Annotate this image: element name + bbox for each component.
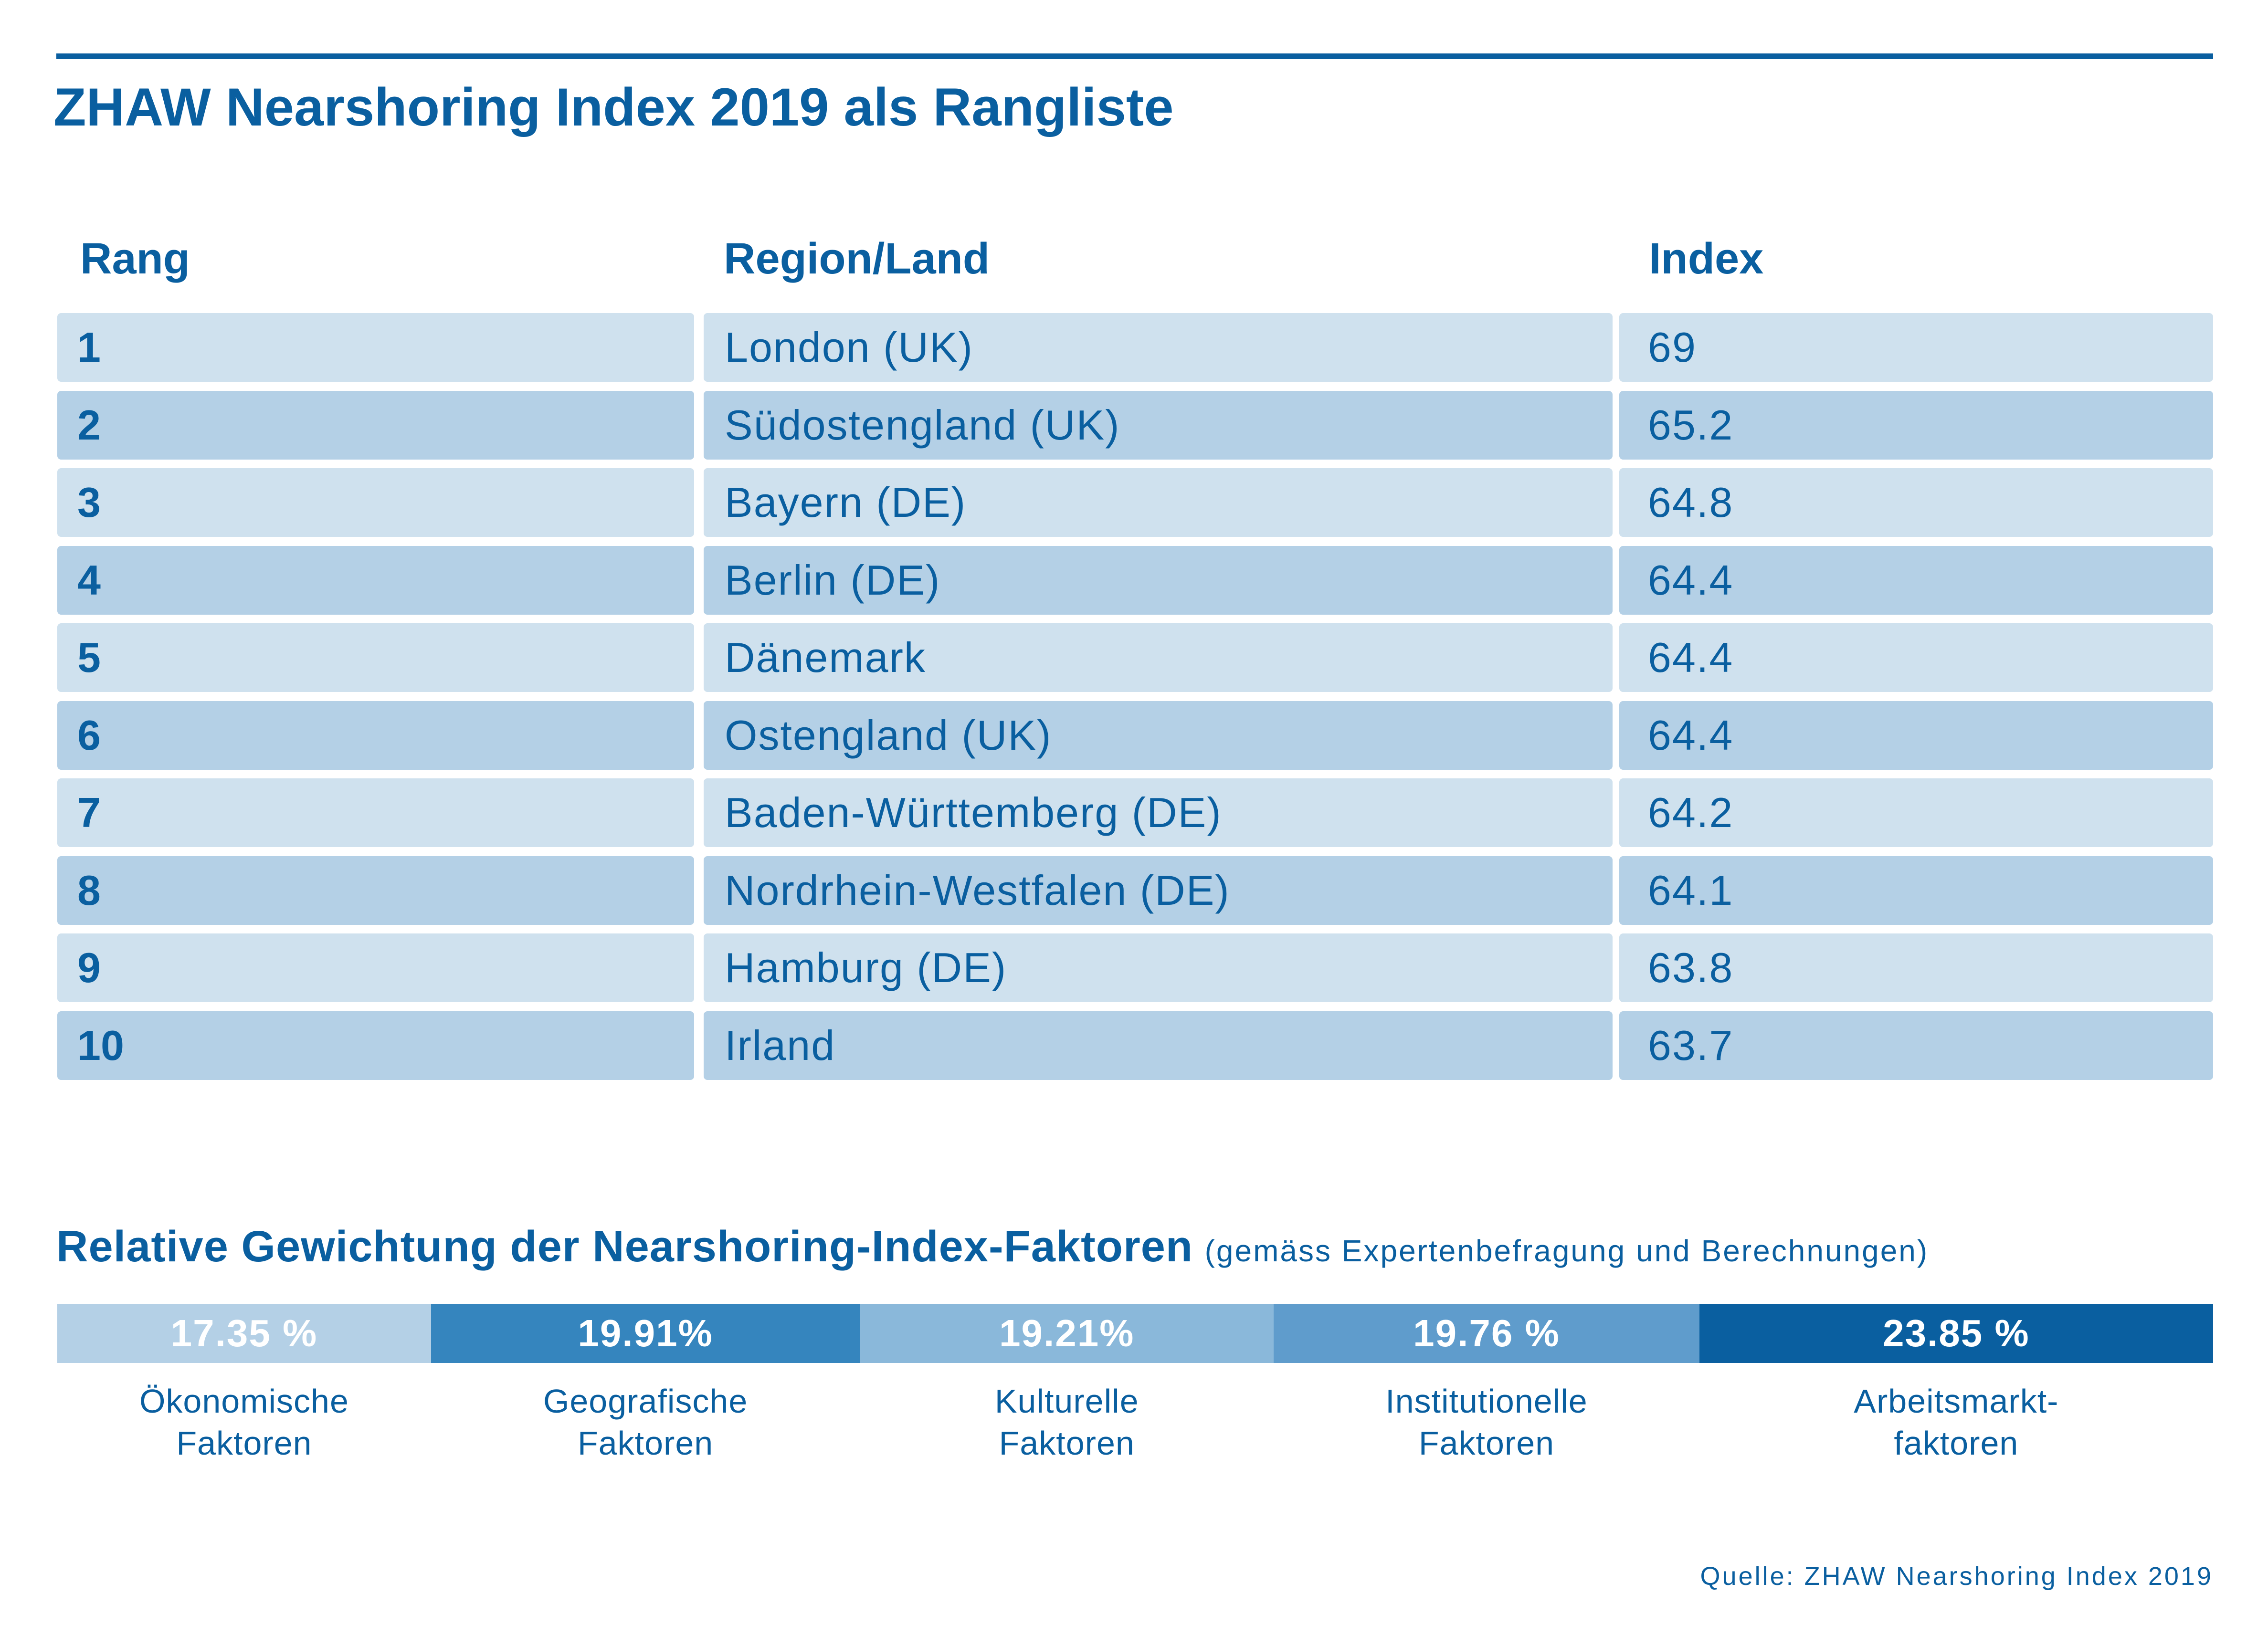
index-cell: 64.2: [1619, 778, 2213, 847]
category-line-1: Ökonomische: [139, 1383, 349, 1420]
weighting-segment: 19.21%: [860, 1304, 1274, 1363]
region-cell: Baden-Württemberg (DE): [704, 778, 1613, 847]
rank-cell: 2: [57, 390, 694, 460]
rank-cell: 5: [57, 623, 694, 692]
region-cell: Nordrhein-Westfalen (DE): [704, 856, 1613, 925]
category-line-1: Geografische: [543, 1383, 748, 1420]
index-cell: 69: [1619, 313, 2213, 382]
weighting-category-label: Institutionelle Faktoren: [1274, 1380, 1699, 1464]
weighting-segment: 23.85 %: [1699, 1304, 2213, 1363]
rank-cell: 4: [57, 545, 694, 615]
rank-cell: 8: [57, 856, 694, 925]
weighting-category-label: Ökonomische Faktoren: [57, 1380, 431, 1464]
region-cell: Dänemark: [704, 623, 1613, 692]
table-row: 10 Irland 63.7: [57, 1011, 2213, 1080]
page-title: ZHAW Nearshoring Index 2019 als Ranglist…: [53, 77, 1174, 137]
weighting-note: (gemäss Expertenbefragung und Berechnung…: [1204, 1234, 1929, 1268]
weighting-segment: 17.35 %: [57, 1304, 431, 1363]
index-cell: 64.4: [1619, 623, 2213, 692]
index-cell: 64.4: [1619, 545, 2213, 615]
table-row: 7 Baden-Württemberg (DE) 64.2: [57, 778, 2213, 847]
weighting-heading: Relative Gewichtung der Nearshoring-Inde…: [56, 1222, 1929, 1272]
region-cell: Hamburg (DE): [704, 933, 1613, 1002]
header-rank: Rang: [80, 234, 190, 283]
category-line-2: Faktoren: [999, 1425, 1135, 1462]
source-note: Quelle: ZHAW Nearshoring Index 2019: [1700, 1562, 2213, 1591]
rank-cell: 1: [57, 313, 694, 382]
table-row: 4 Berlin (DE) 64.4: [57, 545, 2213, 615]
category-line-2: Faktoren: [1418, 1425, 1555, 1462]
header-region: Region/Land: [724, 234, 990, 283]
index-cell: 63.8: [1619, 933, 2213, 1002]
top-rule: [56, 53, 2213, 59]
table-row: 8 Nordrhein-Westfalen (DE) 64.1: [57, 856, 2213, 925]
weighting-bar: 17.35 % 19.91% 19.21% 19.76 % 23.85 %: [57, 1304, 2213, 1363]
region-cell: London (UK): [704, 313, 1613, 382]
index-cell: 63.7: [1619, 1011, 2213, 1080]
category-line-1: Institutionelle: [1385, 1383, 1588, 1420]
rank-cell: 10: [57, 1011, 694, 1080]
index-cell: 64.4: [1619, 701, 2213, 770]
rank-cell: 9: [57, 933, 694, 1002]
weighting-category-label: Geografische Faktoren: [431, 1380, 860, 1464]
weighting-segment: 19.76 %: [1274, 1304, 1699, 1363]
table-row: 6 Ostengland (UK) 64.4: [57, 701, 2213, 770]
region-cell: Irland: [704, 1011, 1613, 1080]
region-cell: Südostengland (UK): [704, 390, 1613, 460]
weighting-category-label: Kulturelle Faktoren: [860, 1380, 1274, 1464]
table-row: 1 London (UK) 69: [57, 313, 2213, 382]
index-cell: 64.8: [1619, 468, 2213, 537]
category-line-2: Faktoren: [176, 1425, 312, 1462]
rank-cell: 7: [57, 778, 694, 847]
category-line-1: Arbeitsmarkt-: [1854, 1383, 2059, 1420]
table-row: 2 Südostengland (UK) 65.2: [57, 390, 2213, 460]
table-row: 9 Hamburg (DE) 63.8: [57, 933, 2213, 1002]
weighting-category-label: Arbeitsmarkt-faktoren: [1699, 1380, 2213, 1464]
index-cell: 64.1: [1619, 856, 2213, 925]
region-cell: Berlin (DE): [704, 545, 1613, 615]
region-cell: Bayern (DE): [704, 468, 1613, 537]
rank-cell: 6: [57, 701, 694, 770]
region-cell: Ostengland (UK): [704, 701, 1613, 770]
table-row: 3 Bayern (DE) 64.8: [57, 468, 2213, 537]
table-row: 5 Dänemark 64.4: [57, 623, 2213, 692]
category-line-1: Kulturelle: [994, 1383, 1139, 1420]
category-line-2: faktoren: [1894, 1425, 2019, 1462]
index-cell: 65.2: [1619, 390, 2213, 460]
header-index: Index: [1649, 234, 1764, 283]
category-line-2: Faktoren: [577, 1425, 714, 1462]
rank-cell: 3: [57, 468, 694, 537]
weighting-title: Relative Gewichtung der Nearshoring-Inde…: [56, 1222, 1193, 1271]
weighting-segment: 19.91%: [431, 1304, 860, 1363]
